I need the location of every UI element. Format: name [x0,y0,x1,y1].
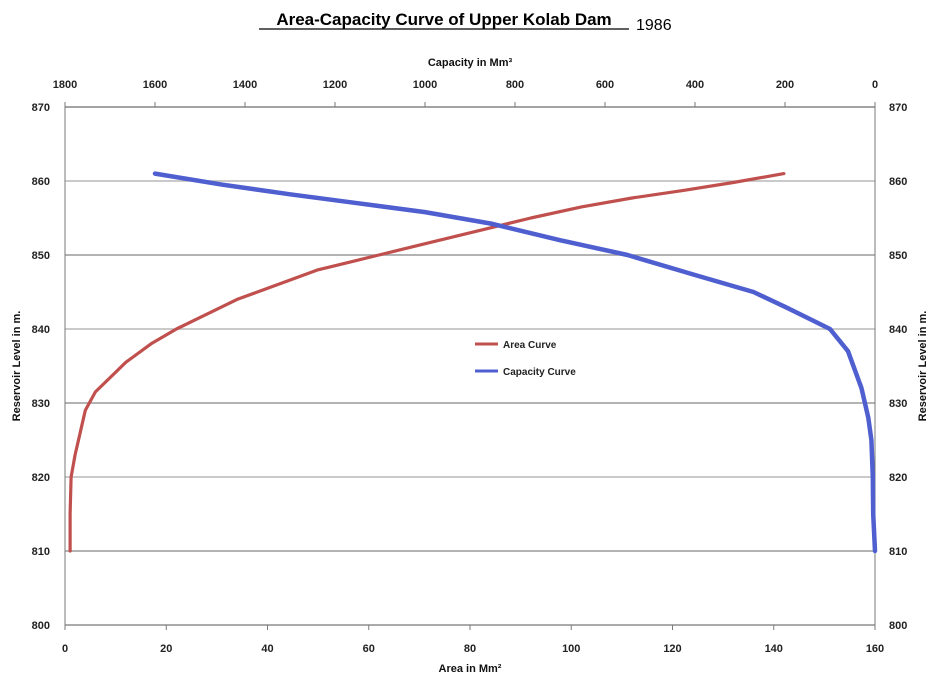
x-bottom-tick-120: 120 [663,643,681,655]
y-tick-left-870: 870 [32,102,50,114]
y-tick-right-850: 850 [889,250,907,262]
y-tick-left-810: 810 [32,546,50,558]
series-lines [68,171,878,554]
gridlines [65,106,875,626]
series-line-area-curve [68,172,786,553]
plot-frame [64,106,876,626]
y-tick-left-850: 850 [32,250,50,262]
y-tick-right-820: 820 [889,472,907,484]
y-tick-left-820: 820 [32,472,50,484]
legend-label-capacity: Capacity Curve [503,367,576,378]
x-bottom-tick-80: 80 [464,643,476,655]
x-bottom-tick-0: 0 [62,643,68,655]
y-tick-left-840: 840 [32,324,50,336]
x-top-tick-400: 400 [686,79,704,91]
x-top-tick-1400: 1400 [233,79,257,91]
x-top-tick-0: 0 [872,79,878,91]
x-bottom-tick-140: 140 [765,643,783,655]
y-tick-left-800: 800 [32,620,50,632]
x-top-tick-1800: 1800 [53,79,77,91]
x-top-tick-200: 200 [776,79,794,91]
chart-title: Area-Capacity Curve of Upper Kolab Dam [276,10,611,29]
y-tick-right-860: 860 [889,176,907,188]
x-bottom-tick-20: 20 [160,643,172,655]
chart-title-year: 1986 [636,17,672,34]
y-tick-right-840: 840 [889,324,907,336]
y-tick-left-860: 860 [32,176,50,188]
x-bottom-tick-60: 60 [363,643,375,655]
x-top-tick-800: 800 [506,79,524,91]
right-axis-label: Reservoir Level in m. [917,311,929,422]
legend: Area Curve Capacity Curve [475,340,576,378]
x-top-tick-1200: 1200 [323,79,347,91]
y-tick-right-870: 870 [889,102,907,114]
x-top-tick-1000: 1000 [413,79,437,91]
x-bottom-tick-100: 100 [562,643,580,655]
y-tick-right-810: 810 [889,546,907,558]
x-top-tick-1600: 1600 [143,79,167,91]
series-line-capacity-curve [152,171,878,554]
y-tick-right-800: 800 [889,620,907,632]
x-bottom-tick-40: 40 [261,643,273,655]
x-bottom-tick-160: 160 [866,643,884,655]
legend-label-area: Area Curve [503,340,557,351]
x-top-tick-600: 600 [596,79,614,91]
left-axis-label: Reservoir Level in m. [11,311,23,422]
bottom-axis-label: Area in Mm² [439,663,502,675]
top-axis-label: Capacity in Mm³ [428,57,513,69]
y-tick-left-830: 830 [32,398,50,410]
y-tick-right-830: 830 [889,398,907,410]
